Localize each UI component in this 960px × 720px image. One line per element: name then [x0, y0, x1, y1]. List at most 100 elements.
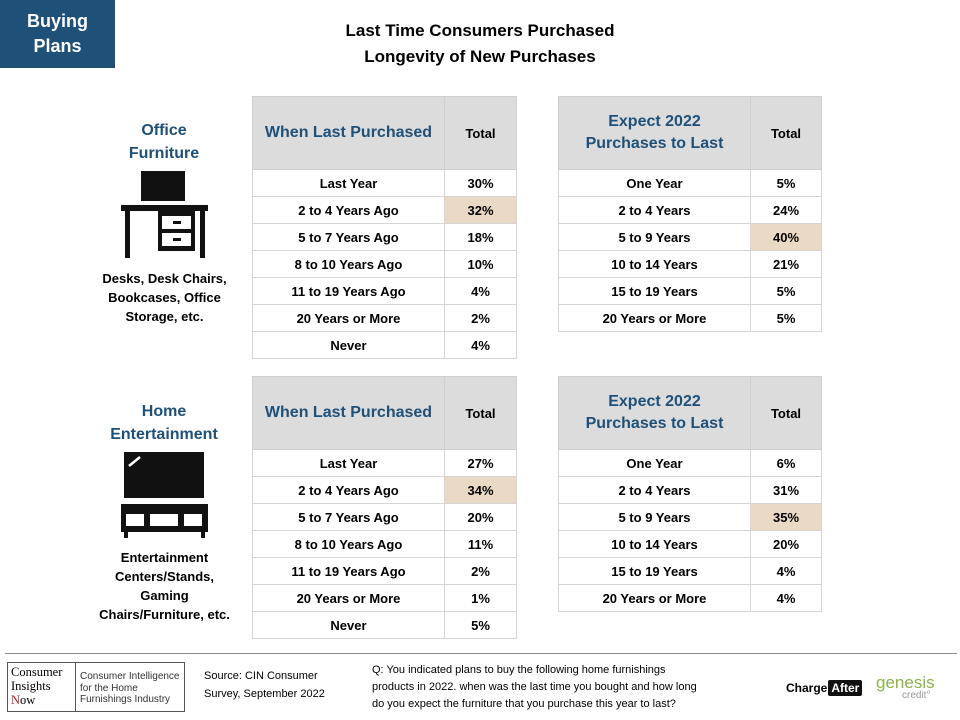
column-header-total: Total: [444, 96, 517, 170]
row-value: 2%: [444, 557, 517, 585]
cin-tagline-line: Consumer Intelligence: [80, 671, 180, 682]
description-line: Bookcases, Office: [108, 290, 221, 305]
row-label: 5 to 7 Years Ago: [252, 503, 445, 531]
row-value: 31%: [750, 476, 822, 504]
table-row: 20 Years or More 1%: [252, 584, 517, 612]
row-label: One Year: [558, 449, 751, 477]
chargeafter-text: Charge: [786, 681, 828, 695]
column-header: When Last Purchased: [252, 376, 445, 450]
cin-logo-n: N: [11, 693, 21, 707]
table-row: 10 to 14 Years 21%: [558, 250, 822, 278]
category-title-office: Office Furniture: [104, 119, 224, 165]
table-row: 2 to 4 Years 24%: [558, 196, 822, 224]
row-label: 8 to 10 Years Ago: [252, 250, 445, 278]
row-value: 21%: [750, 250, 822, 278]
row-label: Last Year: [252, 449, 445, 477]
row-label: 2 to 4 Years: [558, 196, 751, 224]
desk-icon: [121, 171, 208, 258]
row-label: 5 to 9 Years: [558, 503, 751, 531]
table-row: Never 5%: [252, 611, 517, 639]
table-row: 8 to 10 Years Ago 11%: [252, 530, 517, 558]
question-line: Q: You indicated plans to buy the follow…: [372, 664, 666, 676]
row-value: 4%: [444, 277, 517, 305]
cin-logo-line: Now: [11, 693, 72, 707]
source-note: Source: CIN Consumer Survey, September 2…: [204, 667, 354, 703]
column-header: Expect 2022 Purchases to Last: [558, 376, 751, 450]
table-row: 15 to 19 Years 4%: [558, 557, 822, 585]
row-label: Last Year: [252, 169, 445, 197]
question-line: products in 2022. when was the last time…: [372, 681, 697, 693]
row-label: 15 to 19 Years: [558, 277, 751, 305]
description-line: Chairs/Furniture, etc.: [99, 607, 230, 622]
header-line1: Expect 2022: [608, 393, 701, 410]
row-label: Never: [252, 331, 445, 359]
table-row: 20 Years or More 5%: [558, 304, 822, 332]
row-label: 2 to 4 Years: [558, 476, 751, 504]
row-value: 10%: [444, 250, 517, 278]
row-value-highlighted: 32%: [444, 196, 517, 224]
row-value: 4%: [750, 557, 822, 585]
row-label: 20 Years or More: [252, 304, 445, 332]
cin-tagline-line: for the Home: [80, 682, 138, 694]
table-row: Last Year 30%: [252, 169, 517, 197]
question-line: do you expect the furniture that you pur…: [372, 698, 676, 710]
category-description-office: Desks, Desk Chairs, Bookcases, Office St…: [92, 269, 237, 326]
description-line: Centers/Stands,: [115, 569, 214, 584]
cin-logo-wordmark: Consumer Insights Now: [8, 663, 76, 711]
row-label: 11 to 19 Years Ago: [252, 557, 445, 585]
table-row: 20 Years or More 4%: [558, 584, 822, 612]
chargeafter-box: After: [828, 680, 863, 696]
category-line1: Office: [141, 122, 187, 139]
row-label: 20 Years or More: [252, 584, 445, 612]
title-line2: Longevity of New Purchases: [364, 47, 596, 66]
genesis-credit-subtext: credit°: [902, 690, 931, 701]
table-row: 2 to 4 Years Ago 34%: [252, 476, 517, 504]
table-row: 11 to 19 Years Ago 4%: [252, 277, 517, 305]
row-value: 11%: [444, 530, 517, 558]
table-row: 20 Years or More 2%: [252, 304, 517, 332]
category-title-home-entertainment: Home Entertainment: [104, 400, 224, 446]
row-label: 15 to 19 Years: [558, 557, 751, 585]
row-value: 5%: [750, 304, 822, 332]
table-row: 11 to 19 Years Ago 2%: [252, 557, 517, 585]
table-row: 2 to 4 Years 31%: [558, 476, 822, 504]
row-label: Never: [252, 611, 445, 639]
survey-question: Q: You indicated plans to buy the follow…: [372, 662, 752, 713]
row-value: 5%: [750, 169, 822, 197]
row-value: 18%: [444, 223, 517, 251]
table-row: Last Year 27%: [252, 449, 517, 477]
row-label: 10 to 14 Years: [558, 250, 751, 278]
row-label: 5 to 7 Years Ago: [252, 223, 445, 251]
office-last-purchased-table: When Last Purchased Total Last Year 30% 2…: [252, 96, 517, 359]
row-value: 20%: [444, 503, 517, 531]
row-value: 5%: [444, 611, 517, 639]
consumer-insights-now-logo: Consumer Insights Now Consumer Intellige…: [7, 662, 185, 712]
table-row: 5 to 9 Years 35%: [558, 503, 822, 531]
row-label: 8 to 10 Years Ago: [252, 530, 445, 558]
title-line1: Last Time Consumers Purchased: [345, 21, 615, 40]
category-line2: Entertainment: [110, 426, 218, 443]
row-value: 4%: [750, 584, 822, 612]
header-line2: Purchases to Last: [585, 135, 724, 152]
row-value-highlighted: 34%: [444, 476, 517, 504]
column-header-total: Total: [750, 376, 822, 450]
row-value: 27%: [444, 449, 517, 477]
source-line: Source: CIN Consumer: [204, 670, 318, 682]
office-expect-last-table: Expect 2022 Purchases to Last Total One …: [558, 96, 822, 332]
description-line: Gaming: [140, 588, 189, 603]
row-value: 1%: [444, 584, 517, 612]
page-title: Last Time Consumers Purchased Longevity …: [280, 18, 680, 70]
home-ent-expect-last-table: Expect 2022 Purchases to Last Total One …: [558, 376, 822, 612]
home-ent-last-purchased-table: When Last Purchased Total Last Year 27% 2…: [252, 376, 517, 639]
description-line: Desks, Desk Chairs,: [102, 271, 227, 286]
row-label: 10 to 14 Years: [558, 530, 751, 558]
cin-logo-line: Consumer: [11, 665, 63, 679]
description-line: Entertainment: [120, 550, 209, 565]
table-row: 8 to 10 Years Ago 10%: [252, 250, 517, 278]
table-row: 5 to 9 Years 40%: [558, 223, 822, 251]
row-label: 2 to 4 Years Ago: [252, 196, 445, 224]
row-label: 2 to 4 Years Ago: [252, 476, 445, 504]
column-header-total: Total: [444, 376, 517, 450]
chargeafter-logo: Charge After: [786, 680, 863, 696]
table-row: 2 to 4 Years Ago 32%: [252, 196, 517, 224]
